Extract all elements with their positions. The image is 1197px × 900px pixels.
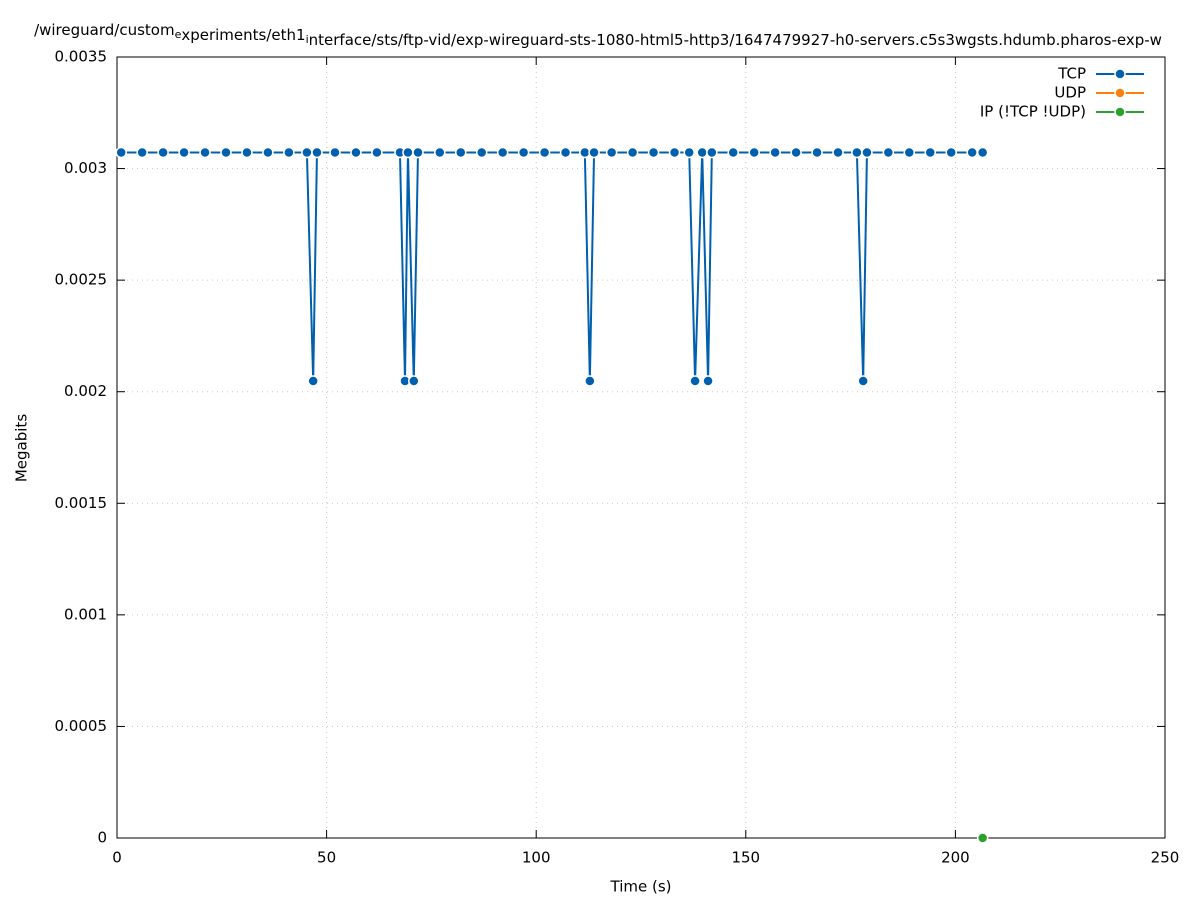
data-point [584,375,596,387]
data-point [966,146,978,159]
x-axis-label: Time (s) [610,878,672,896]
data-point [727,146,739,159]
y-tick-label: 0.001 [64,605,107,623]
plot-border [116,56,1166,839]
data-point [903,146,916,159]
data-point [689,375,701,387]
x-tick-label: 0 [112,849,122,867]
data-point [307,375,319,387]
x-tick-label: 50 [317,849,336,867]
data-point [976,146,989,159]
y-tick-label: 0.0015 [55,494,108,512]
data-point [517,146,530,159]
data-point [538,146,551,159]
data-point [371,146,383,159]
data-point [647,146,660,159]
legend-label: IP (!TCP !UDP) [980,103,1086,121]
data-point [475,146,488,159]
x-tick-label: 100 [522,849,551,867]
data-point [702,375,714,387]
data-point [748,146,760,159]
y-tick-label: 0.003 [64,159,107,177]
data-point [262,146,274,159]
data-point [861,146,873,159]
data-point [241,146,253,159]
y-tick-label: 0.0005 [55,717,108,735]
data-point [626,146,639,159]
legend-marker [1114,106,1126,118]
data-point [706,146,718,159]
data-point [157,146,169,159]
data-point [115,146,127,159]
data-point [683,146,695,159]
data-point [329,146,341,159]
legend-marker [1114,68,1126,80]
data-point [408,375,420,387]
data-point [976,832,989,844]
data-point [178,146,190,159]
data-point [434,146,446,159]
data-point [924,146,936,159]
x-tick-label: 250 [1151,849,1180,867]
data-point [199,146,211,159]
chart-title: /wireguard/customexperiments/eth1interfa… [34,21,1162,49]
data-point [857,375,869,387]
data-point [301,146,313,159]
data-point [605,146,618,159]
data-point [311,146,323,159]
data-point [832,146,844,159]
data-point [945,146,957,159]
data-point [350,146,362,159]
data-point [668,146,681,159]
y-tick-label: 0 [97,829,107,847]
legend-marker [1114,87,1126,99]
data-point [790,146,802,159]
data-point [454,146,467,159]
data-point [882,146,895,159]
data-point [496,146,509,159]
data-point [220,146,232,159]
data-point [402,146,414,159]
legend-label: UDP [1054,84,1086,102]
legend-label: TCP [1057,65,1086,83]
y-tick-label: 0.0025 [55,271,108,289]
data-point [588,146,600,159]
y-tick-label: 0.0035 [55,48,108,66]
y-axis-label: Megabits [13,414,31,482]
data-point [412,146,424,159]
data-point [769,146,781,159]
data-point [696,146,708,159]
x-tick-label: 150 [731,849,760,867]
data-point [136,146,148,159]
data-point [811,146,823,159]
data-point [851,146,863,159]
data-point [559,146,572,159]
data-point [283,146,295,159]
x-tick-label: 200 [941,849,970,867]
y-tick-label: 0.002 [64,382,107,400]
series-line [121,151,983,382]
